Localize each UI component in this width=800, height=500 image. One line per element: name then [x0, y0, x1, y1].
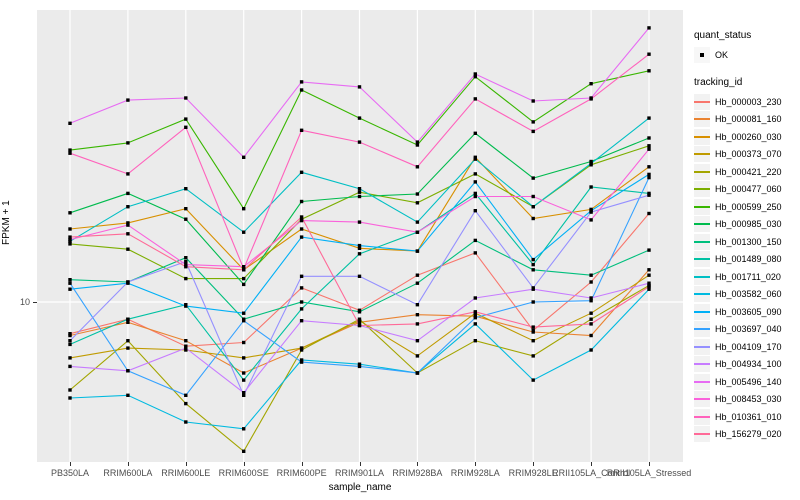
x-axis-labels: PB350LA RRIM600LA RRIM600LE RRIM600SE RRIM60…: [0, 468, 800, 482]
legend-item-label: Hb_000477_060: [715, 184, 782, 194]
legend-item: Hb_010361_010: [694, 408, 800, 425]
legend-key-swatch: [694, 111, 710, 127]
legend-key-swatch: [694, 233, 710, 250]
legend-item: Hb_001489_080: [694, 251, 800, 267]
x-tick-mark: [475, 462, 477, 466]
legend-item-label: Hb_001711_020: [715, 271, 781, 282]
legend-item-label: Hb_004934_100: [715, 359, 782, 369]
legend-item: Hb_000081_160: [694, 111, 800, 127]
legend-item-ok: OK: [694, 47, 800, 63]
x-tick-mark: [359, 462, 361, 466]
legend-item: Hb_001300_150: [694, 233, 800, 250]
legend-item: Hb_000003_230: [694, 93, 800, 110]
legend-key-swatch: [694, 181, 710, 197]
x-tick-mark: [591, 462, 593, 466]
legend-key-swatch: [694, 251, 710, 267]
x-tick-label: RRIM928LE: [508, 468, 558, 478]
legend-item-label: Hb_010361_010: [715, 411, 782, 422]
legend-key-swatch: [694, 408, 710, 425]
legend-title-quant-status: quant_status: [694, 30, 752, 41]
legend-key-swatch: [694, 286, 710, 302]
legend-key-swatch: [694, 321, 710, 337]
legend-item-label: Hb_000599_250: [715, 201, 782, 212]
legend-item-label: Hb_000081_160: [715, 114, 782, 124]
legend-item: Hb_004934_100: [694, 356, 800, 372]
legend: quant_status OK tracking_id Hb_000003_23…: [694, 30, 800, 444]
legend-key-swatch: [694, 216, 710, 232]
x-tick-mark: [649, 462, 650, 466]
legend-item: Hb_004109_170: [694, 338, 800, 355]
legend-item: Hb_003582_060: [694, 286, 800, 302]
legend-key-swatch: [694, 373, 710, 390]
legend-item-label: Hb_156279_020: [715, 429, 782, 439]
legend-key-swatch: [694, 268, 710, 285]
legend-item: Hb_001711_020: [694, 268, 800, 285]
y-tick-mark: [33, 302, 37, 303]
legend-item-label: Hb_004109_170: [715, 341, 782, 352]
x-tick-mark: [301, 462, 303, 466]
legend-item-label: Hb_000260_030: [715, 131, 782, 142]
legend-key-swatch: [694, 93, 710, 110]
y-axis-title: FPKM + 1: [1, 200, 12, 245]
x-tick-label: RRIM600PE: [276, 468, 327, 478]
legend-item: Hb_000373_070: [694, 146, 800, 162]
legend-key-swatch: [694, 391, 710, 407]
legend-key-swatch: [694, 303, 710, 320]
legend-item-label: OK: [715, 50, 729, 60]
x-tick-mark: [533, 462, 535, 466]
x-tick-label: RRIM600SE: [218, 468, 269, 478]
legend-items: Hb_000003_230 Hb_000081_160 Hb_000260_030 H…: [694, 93, 800, 442]
legend-item: Hb_005496_140: [694, 373, 800, 390]
legend-item: Hb_003697_040: [694, 321, 800, 337]
x-tick-label: RRIM600LE: [161, 468, 211, 478]
x-tick-label: RRIM928BA: [392, 468, 443, 478]
legend-key-swatch: [694, 356, 710, 372]
legend-key-swatch: [694, 146, 710, 162]
legend-title-tracking-id: tracking_id: [694, 76, 743, 88]
legend-item: Hb_000599_250: [694, 198, 800, 215]
legend-item-label: Hb_005496_140: [715, 376, 782, 387]
x-tick-mark: [417, 462, 419, 466]
legend-item: Hb_000260_030: [694, 128, 800, 145]
legend-item-label: Hb_008453_030: [715, 394, 782, 404]
x-tick-label: RRIM928LA: [450, 468, 500, 478]
x-tick-label: PB350LA: [50, 468, 90, 478]
line-chart: [37, 10, 683, 462]
y-tick-label: 10: [19, 297, 30, 307]
legend-item-label: Hb_000373_070: [715, 149, 782, 159]
legend-item-label: Hb_001489_080: [715, 254, 782, 264]
legend-item-label: Hb_000985_030: [715, 219, 782, 229]
ok-point-key: [694, 47, 710, 63]
legend-item: Hb_000477_060: [694, 181, 800, 197]
legend-key-swatch: [694, 198, 710, 215]
legend-item: Hb_156279_020: [694, 426, 800, 442]
x-tick-mark: [243, 462, 245, 466]
x-tick-label: RRIM600LA: [103, 468, 153, 478]
legend-item: Hb_000421_220: [694, 163, 800, 180]
legend-item: Hb_008453_030: [694, 391, 800, 407]
legend-item: Hb_000985_030: [694, 216, 800, 232]
legend-item-label: Hb_003605_090: [715, 306, 782, 317]
legend-item-label: Hb_003697_040: [715, 324, 782, 334]
x-tick-label: RRII105LA_Control: [552, 468, 631, 478]
x-tick-mark: [127, 462, 129, 466]
legend-item-label: Hb_003582_060: [715, 289, 782, 299]
legend-key-swatch: [694, 426, 710, 442]
legend-key-swatch: [694, 128, 710, 145]
legend-item-label: Hb_000003_230: [715, 96, 782, 107]
x-tick-label: RRII105LA_Stressed: [606, 468, 692, 478]
x-tick-mark: [185, 462, 187, 466]
legend-key-swatch: [694, 338, 710, 355]
x-tick-label: RRIM901LA: [334, 468, 385, 478]
legend-key-swatch: [694, 163, 710, 180]
legend-item-label: Hb_001300_150: [715, 236, 782, 247]
legend-item: Hb_003605_090: [694, 303, 800, 320]
legend-item-label: Hb_000421_220: [715, 166, 782, 177]
x-tick-mark: [70, 462, 71, 466]
x-axis-title: sample_name: [328, 482, 392, 493]
chart-panel: [37, 10, 683, 462]
